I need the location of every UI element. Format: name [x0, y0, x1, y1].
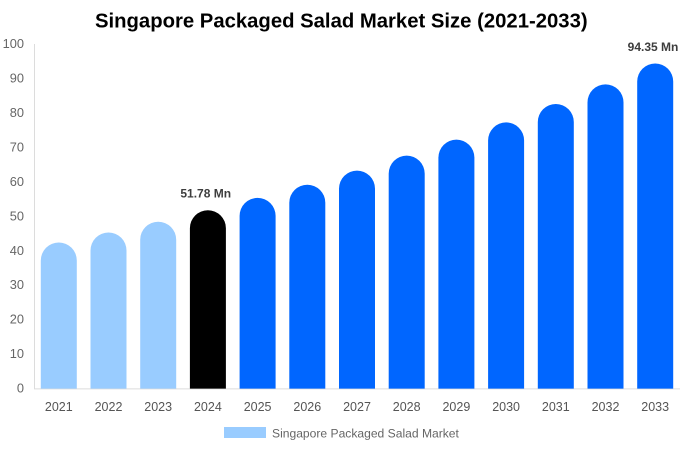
svg-text:40: 40 — [10, 243, 24, 258]
svg-text:2028: 2028 — [393, 400, 421, 414]
svg-text:30: 30 — [10, 277, 24, 292]
svg-text:51.78 Mn: 51.78 Mn — [180, 187, 231, 201]
svg-text:0: 0 — [17, 381, 24, 396]
svg-text:2021: 2021 — [45, 400, 73, 414]
svg-text:20: 20 — [10, 312, 24, 327]
svg-text:2027: 2027 — [343, 400, 371, 414]
svg-text:2032: 2032 — [592, 400, 620, 414]
svg-text:2023: 2023 — [144, 400, 172, 414]
svg-text:94.35 Mn: 94.35 Mn — [628, 40, 679, 54]
svg-text:100: 100 — [3, 36, 24, 51]
svg-text:2025: 2025 — [244, 400, 272, 414]
svg-text:Singapore Packaged Salad Marke: Singapore Packaged Salad Market — [272, 427, 460, 441]
svg-text:10: 10 — [10, 346, 24, 361]
svg-text:80: 80 — [10, 105, 24, 120]
svg-text:50: 50 — [10, 208, 24, 223]
svg-text:2022: 2022 — [95, 400, 123, 414]
svg-text:2030: 2030 — [492, 400, 520, 414]
svg-text:2031: 2031 — [542, 400, 570, 414]
svg-text:70: 70 — [10, 139, 24, 154]
svg-text:60: 60 — [10, 174, 24, 189]
svg-text:2029: 2029 — [442, 400, 470, 414]
svg-text:90: 90 — [10, 71, 24, 86]
svg-text:2026: 2026 — [293, 400, 321, 414]
svg-text:2033: 2033 — [641, 400, 669, 414]
svg-text:2024: 2024 — [194, 400, 222, 414]
svg-text:Singapore Packaged Salad Marke: Singapore Packaged Salad Market Size (20… — [95, 11, 588, 33]
